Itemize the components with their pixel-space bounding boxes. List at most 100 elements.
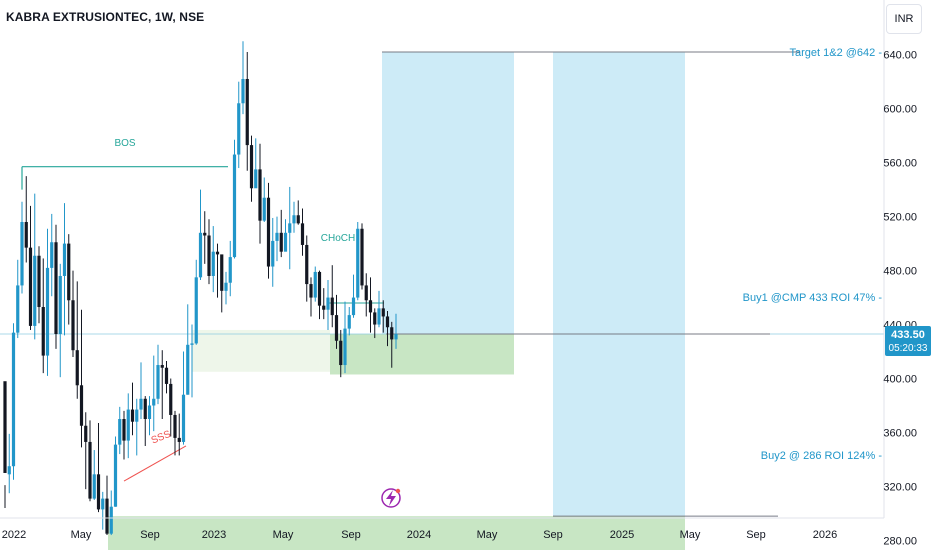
buy1-label: Buy1 @CMP 433 ROI 47% - — [743, 292, 883, 304]
candle-body — [368, 300, 373, 313]
candle-body — [67, 243, 71, 301]
buy2-label: Buy2 @ 286 ROI 124% - — [761, 450, 883, 462]
candle-body — [228, 257, 232, 283]
buy1-zone — [330, 334, 514, 375]
candle-body — [194, 277, 198, 344]
candle-body — [92, 474, 96, 499]
candle-body — [139, 398, 143, 410]
candle-body — [381, 308, 385, 317]
x-tick-label: May — [273, 529, 294, 541]
candle-body — [203, 232, 207, 236]
candle-body — [305, 244, 309, 285]
demand-zone-old — [192, 329, 330, 372]
y-tick-label: 320.00 — [883, 481, 917, 493]
candle-body — [254, 169, 258, 189]
candle-body — [334, 315, 339, 341]
candle-body — [373, 312, 377, 325]
bar-countdown-timer: 05:20:33 — [889, 343, 928, 354]
lines-layer — [0, 51, 884, 517]
candle-body — [356, 228, 360, 298]
candle-body — [296, 215, 300, 224]
candle-body — [45, 267, 50, 356]
candle-body — [160, 365, 164, 368]
candle-body — [322, 305, 326, 310]
candle-body — [16, 285, 20, 333]
notification-dot — [395, 488, 401, 494]
candle-body — [224, 282, 228, 291]
currency-selector[interactable]: INR — [886, 4, 922, 34]
candle-body — [309, 284, 313, 298]
symbol-title: KABRA EXTRUSIONTEC, 1W, NSE — [6, 10, 205, 24]
x-tick-label: Sep — [140, 529, 160, 541]
candle-body — [101, 498, 105, 510]
candle-body — [79, 385, 84, 426]
candle-body — [169, 383, 173, 415]
candle-body — [317, 271, 322, 306]
candle-body — [198, 232, 203, 278]
candle-body — [245, 78, 249, 146]
candle-body — [394, 334, 398, 340]
candle-body — [313, 271, 317, 298]
candle-body — [41, 307, 45, 356]
x-tick-label: Sep — [746, 529, 766, 541]
y-tick-label: 640.00 — [883, 50, 917, 62]
candle-body — [113, 444, 118, 507]
y-tick-label: 520.00 — [883, 212, 917, 224]
candle-body — [211, 251, 215, 276]
candle-body — [20, 222, 24, 286]
candle-body — [237, 103, 241, 155]
y-tick-label: 280.00 — [883, 535, 917, 547]
candle-body — [283, 232, 288, 252]
candle-body — [279, 232, 283, 252]
sss-label: SSS — [150, 429, 173, 447]
candle-body — [147, 405, 152, 420]
choch-label: CHoCH — [321, 233, 355, 244]
candle-body — [262, 197, 266, 221]
candle-body — [71, 300, 75, 351]
candle-body — [118, 419, 122, 445]
candle-body — [300, 223, 305, 245]
y-tick-label: 400.00 — [883, 374, 917, 386]
y-tick-label: 480.00 — [883, 266, 917, 278]
current-price-value: 433.50 — [891, 329, 925, 341]
x-tick-label: May — [680, 529, 701, 541]
candle-body — [351, 297, 356, 316]
candle-body — [343, 328, 347, 366]
candle-body — [28, 247, 33, 326]
candle-body — [143, 398, 147, 420]
candle-body — [377, 308, 381, 325]
candle-body — [130, 409, 135, 422]
candle-body — [11, 332, 16, 467]
candle-body — [385, 316, 390, 328]
candle-body — [54, 242, 58, 334]
candle-body — [75, 350, 79, 386]
candle-body — [330, 297, 334, 316]
candle-body — [292, 215, 296, 224]
candle-body — [241, 78, 245, 104]
sss-line — [123, 445, 187, 482]
x-tick-label: Sep — [543, 529, 563, 541]
candle-body — [266, 197, 271, 267]
candle-body — [177, 437, 181, 442]
candle-body — [3, 381, 7, 473]
y-tick-label: 360.00 — [883, 427, 917, 439]
bos-label: BOS — [114, 138, 135, 149]
candles-layer — [3, 41, 398, 536]
candle-body — [33, 255, 37, 326]
candle-body — [24, 222, 28, 248]
candle-body — [232, 154, 237, 258]
candle-body — [126, 409, 130, 441]
y-tick-label: 600.00 — [883, 104, 917, 116]
candle-body — [62, 243, 67, 276]
candle-body — [37, 255, 41, 308]
y-tick-label: 560.00 — [883, 158, 917, 170]
candle-body — [249, 145, 254, 189]
target-label: Target 1&2 @642 - — [790, 47, 883, 59]
candle-body — [339, 340, 343, 366]
candle-body — [152, 398, 156, 406]
candle-body — [105, 498, 109, 534]
candle-body — [96, 474, 101, 510]
zones-layer — [108, 52, 685, 555]
